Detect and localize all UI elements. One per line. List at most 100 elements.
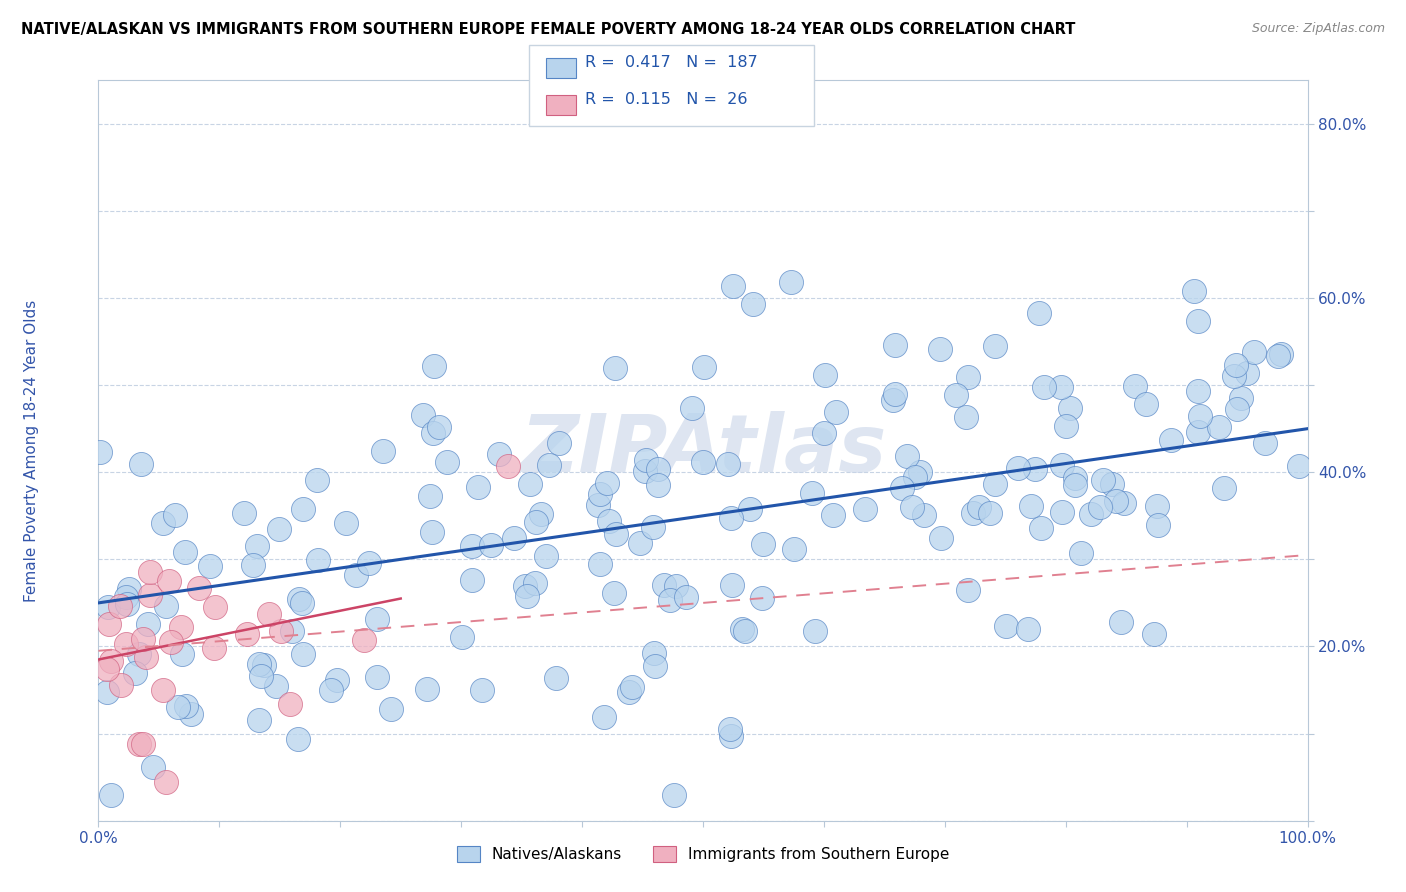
Point (717, 457, 740, 471)
Point (589, 558, 612, 572)
Point (138, 566, 160, 580)
Point (1213, 481, 1236, 495)
Point (281, 624, 304, 638)
Point (516, 589, 538, 603)
Point (681, 401, 703, 416)
Point (962, 506, 984, 520)
Point (605, 526, 627, 541)
Text: R =  0.417   N =  187: R = 0.417 N = 187 (585, 55, 758, 70)
Point (634, 452, 657, 467)
Point (131, 457, 153, 471)
Point (804, 624, 827, 639)
Point (595, 475, 617, 490)
Point (1070, 546, 1092, 560)
Point (1091, 473, 1114, 487)
Point (326, 673, 349, 687)
Point (1080, 507, 1102, 521)
Point (136, 616, 159, 631)
Point (617, 685, 640, 699)
Point (131, 632, 153, 646)
Point (782, 541, 804, 556)
Point (1184, 284, 1206, 298)
Point (242, 558, 264, 573)
Point (824, 405, 846, 419)
Point (1123, 379, 1146, 393)
Point (603, 585, 626, 599)
Point (100, 654, 122, 668)
Point (128, 737, 150, 751)
Point (128, 648, 150, 662)
Point (884, 387, 907, 401)
Point (198, 558, 221, 573)
Point (813, 368, 835, 382)
Point (692, 455, 714, 469)
Point (1187, 425, 1209, 439)
Text: Female Poverty Among 18-24 Year Olds: Female Poverty Among 18-24 Year Olds (24, 300, 39, 601)
Point (371, 444, 394, 458)
Point (305, 473, 328, 487)
Point (665, 578, 688, 592)
Point (292, 502, 315, 516)
Point (467, 480, 489, 494)
Point (152, 516, 174, 531)
Legend: Natives/Alaskans, Immigrants from Southern Europe: Natives/Alaskans, Immigrants from Southe… (451, 840, 955, 869)
Point (1033, 379, 1056, 393)
Point (139, 588, 162, 602)
Point (287, 732, 309, 747)
Point (912, 508, 935, 522)
Point (157, 574, 180, 589)
Point (634, 464, 657, 478)
Point (115, 638, 138, 652)
Text: Source: ZipAtlas.com: Source: ZipAtlas.com (1251, 22, 1385, 36)
Point (471, 682, 494, 697)
Point (366, 612, 388, 626)
Point (1147, 517, 1170, 532)
Point (1225, 358, 1247, 372)
Point (720, 511, 742, 525)
Point (270, 624, 292, 638)
Point (110, 678, 132, 692)
Point (945, 387, 967, 401)
Point (1208, 419, 1230, 434)
Point (734, 624, 756, 638)
Point (662, 788, 685, 802)
Point (110, 599, 132, 613)
Point (1101, 476, 1123, 491)
Point (359, 556, 381, 570)
Point (266, 680, 288, 694)
Point (752, 537, 775, 551)
Point (515, 579, 537, 593)
Point (537, 458, 560, 473)
Point (172, 647, 194, 661)
Point (291, 648, 314, 662)
Point (967, 500, 990, 514)
Point (1146, 499, 1168, 513)
Point (420, 524, 443, 539)
Point (152, 683, 174, 698)
Point (896, 450, 918, 464)
Point (502, 531, 524, 545)
Point (427, 420, 450, 434)
Point (984, 339, 1007, 353)
Point (900, 500, 922, 514)
Point (1160, 433, 1182, 447)
Point (335, 516, 357, 530)
Point (246, 539, 269, 553)
Point (124, 666, 146, 681)
Point (165, 508, 187, 523)
Point (544, 671, 567, 685)
Point (115, 590, 138, 604)
Point (479, 538, 502, 552)
Point (1019, 499, 1042, 513)
Point (536, 549, 558, 564)
Point (1050, 505, 1073, 519)
Point (1236, 366, 1258, 380)
Point (957, 583, 980, 598)
Point (97, 600, 120, 615)
Point (141, 760, 163, 774)
Point (603, 361, 626, 376)
Point (131, 737, 153, 751)
Point (742, 296, 765, 310)
Point (436, 455, 458, 469)
Point (1064, 478, 1087, 492)
